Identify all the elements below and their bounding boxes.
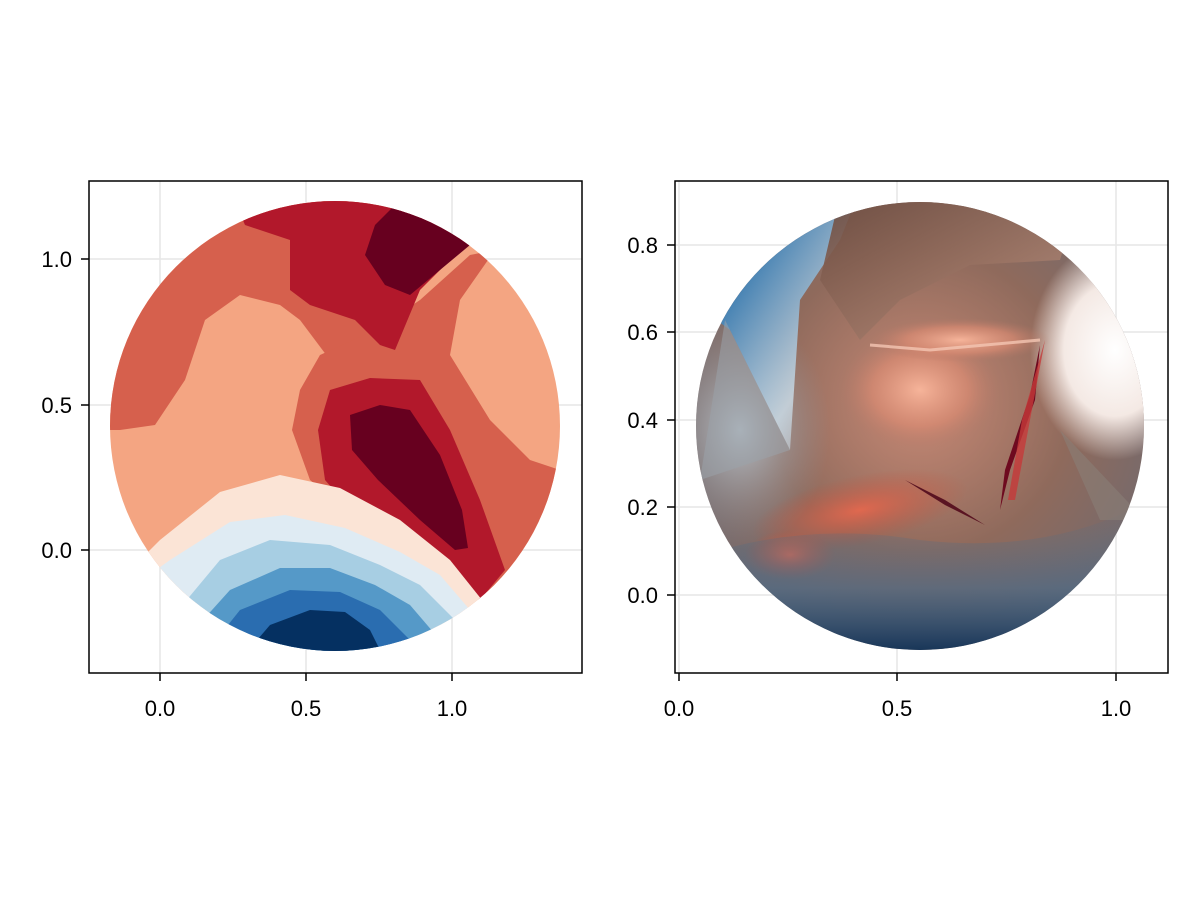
left-y-tick-label-1: 1.0 — [41, 247, 72, 272]
heatmap-dark-streak-right — [1000, 345, 1040, 510]
contour-region-darkest-red-top — [365, 201, 470, 295]
heatmap-red-streak-right — [1008, 340, 1045, 500]
heatmap-white-right — [1030, 240, 1144, 460]
right-y-ticks: 0.0 0.2 0.4 0.6 0.8 — [627, 233, 675, 608]
heatmap-salmon-upper — [870, 318, 1050, 362]
right-y-tick-label-02: 0.2 — [627, 495, 658, 520]
left-y-tick-label-0: 0.0 — [41, 538, 72, 563]
left-x-tick-label-1: 1.0 — [437, 696, 468, 721]
left-y-tick-label-05: 0.5 — [41, 393, 72, 418]
right-x-ticks: 0.0 0.5 1.0 — [664, 673, 1132, 721]
right-x-tick-label-0: 0.0 — [664, 696, 695, 721]
left-plot: 0.0 0.5 1.0 0.0 0.5 1.0 — [41, 180, 583, 721]
left-x-tick-label-0: 0.0 — [145, 696, 176, 721]
right-axes-frame — [674, 180, 1169, 674]
left-x-tick-label-05: 0.5 — [291, 696, 322, 721]
heatmap-grey-wedge-left — [700, 320, 790, 480]
heatmap-dark-streak-center — [905, 480, 985, 525]
right-x-tick-label-05: 0.5 — [882, 696, 913, 721]
heatmap-grey-wedge-right — [1060, 430, 1144, 520]
left-axes-frame — [88, 180, 583, 674]
left-contour-field — [110, 201, 560, 651]
heatmap-light-edge — [869, 338, 1041, 352]
right-y-tick-label-08: 0.8 — [627, 233, 658, 258]
contour-region-darkest-red-center — [350, 405, 468, 550]
right-x-tick-label-1: 1.0 — [1101, 696, 1132, 721]
right-y-tick-label-04: 0.4 — [627, 408, 658, 433]
left-y-ticks: 0.0 0.5 1.0 — [41, 247, 89, 563]
heatmap-brown-top — [820, 202, 1080, 340]
right-heatmap-field — [696, 202, 1144, 650]
right-y-tick-label-0: 0.0 — [627, 583, 658, 608]
heatmap-red-streak-lower — [752, 468, 968, 552]
left-x-ticks: 0.0 0.5 1.0 — [145, 673, 468, 721]
right-plot: 0.0 0.5 1.0 0.0 0.2 0.4 0.6 0.8 — [627, 180, 1169, 721]
right-y-tick-label-06: 0.6 — [627, 320, 658, 345]
